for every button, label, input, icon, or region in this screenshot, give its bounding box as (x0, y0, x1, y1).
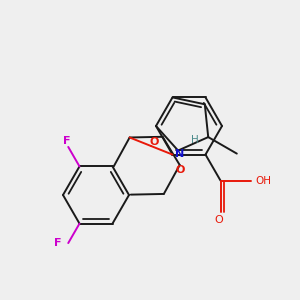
Text: O: O (149, 136, 159, 146)
Text: O: O (175, 164, 184, 175)
Text: N: N (175, 148, 184, 158)
Text: H: H (191, 135, 199, 145)
Text: F: F (54, 238, 62, 248)
Text: OH: OH (255, 176, 271, 186)
Text: O: O (214, 214, 224, 225)
Text: F: F (63, 136, 70, 146)
